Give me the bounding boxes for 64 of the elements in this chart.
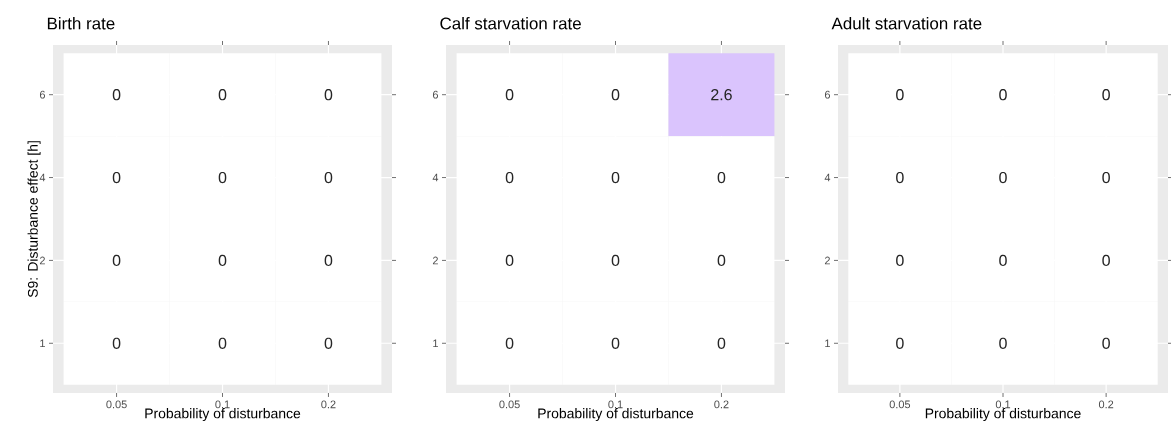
data-label: 0 — [717, 254, 726, 267]
y-axis-title: S9: Disturbance effect [h] — [27, 141, 41, 298]
data-label: 0 — [505, 171, 514, 184]
data-label: 0 — [717, 337, 726, 349]
data-label: 0 — [218, 337, 227, 349]
data-label: 0 — [112, 171, 121, 184]
data-label: 0 — [1102, 171, 1110, 184]
data-label: 0 — [999, 89, 1007, 101]
chart-title: Adult starvation rate — [831, 17, 982, 30]
chart-title: Calf starvation rate — [440, 17, 581, 30]
data-label: 0 — [999, 171, 1007, 184]
data-label: 0 — [611, 171, 620, 184]
y-tick-label: 1 — [433, 339, 438, 348]
data-label: 0 — [896, 254, 904, 267]
x-tick-label: 0.05 — [889, 400, 911, 409]
data-label: 0 — [112, 254, 121, 267]
data-label: 0 — [505, 254, 514, 267]
data-label: 0 — [999, 337, 1007, 349]
data-label: 0 — [1102, 254, 1110, 267]
data-label: 0 — [505, 89, 514, 101]
data-label: 0 — [112, 337, 121, 349]
data-label: 0 — [112, 89, 121, 101]
x-axis-title: Probability of disturbance — [538, 408, 694, 422]
y-tick-label: 2 — [824, 256, 830, 265]
chart-title: Birth rate — [47, 17, 115, 30]
data-label: 0 — [324, 89, 333, 101]
x-tick-label: 0.1 — [608, 400, 623, 409]
data-label: 0 — [324, 254, 333, 267]
x-tick-label: 0.2 — [321, 400, 336, 409]
data-label: 0 — [324, 171, 333, 184]
y-tick-label: 4 — [824, 173, 831, 182]
y-tick-label: 4 — [432, 173, 439, 182]
x-axis-title: Probability of disturbance — [145, 408, 301, 422]
y-tick-label: 6 — [432, 90, 439, 99]
data-label: 0 — [717, 171, 726, 184]
x-tick-label: 0.1 — [215, 400, 230, 409]
y-tick-label: 2 — [432, 256, 438, 265]
x-tick-label: 0.05 — [106, 400, 127, 409]
data-label: 0 — [218, 89, 227, 101]
x-tick-label: 0.2 — [714, 400, 729, 409]
data-label: 0 — [324, 337, 333, 349]
data-label: 0 — [1102, 337, 1110, 349]
y-tick-label: 1 — [40, 339, 45, 348]
y-tick-label: 2 — [39, 256, 45, 265]
x-tick-label: 0.1 — [995, 400, 1011, 409]
data-label: 0 — [611, 254, 620, 267]
data-label: 0 — [896, 337, 904, 349]
y-tick-label: 1 — [825, 339, 830, 348]
data-label: 2.6 — [711, 89, 732, 101]
data-label: 0 — [999, 254, 1007, 267]
x-axis-title: Probability of disturbance — [925, 408, 1081, 422]
y-tick-label: 6 — [39, 90, 46, 99]
data-label: 0 — [218, 254, 227, 267]
data-label: 0 — [896, 89, 904, 101]
data-label: 0 — [505, 337, 514, 349]
y-tick-label: 4 — [39, 173, 46, 182]
x-tick-label: 0.2 — [1098, 400, 1114, 409]
data-label: 0 — [1102, 89, 1110, 101]
data-label: 0 — [611, 89, 620, 101]
data-label: 0 — [218, 171, 227, 184]
x-tick-label: 0.05 — [499, 400, 520, 409]
data-label: 0 — [611, 337, 620, 349]
data-label: 0 — [896, 171, 904, 184]
y-tick-label: 6 — [824, 90, 831, 99]
